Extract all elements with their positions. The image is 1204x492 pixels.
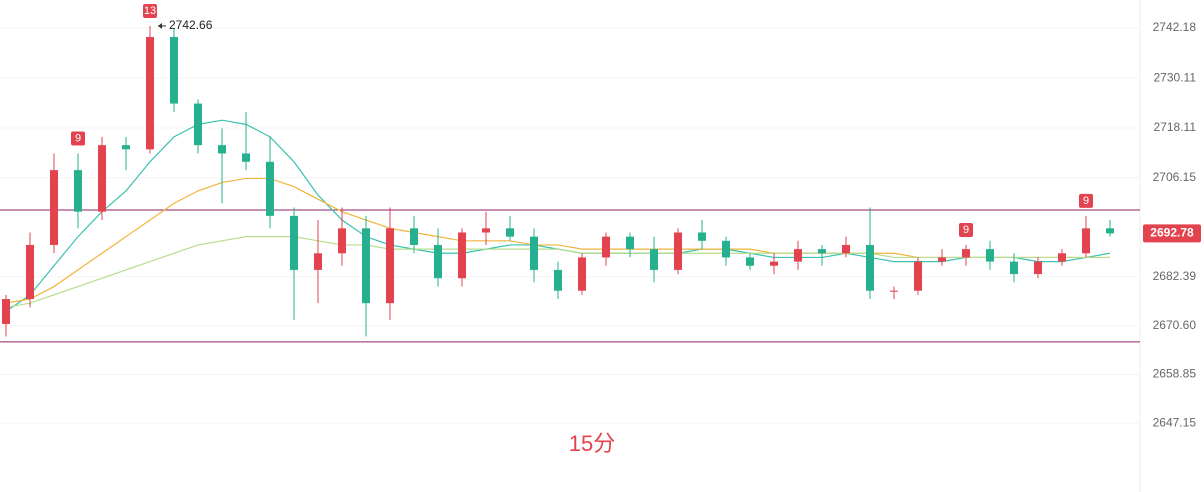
candle-body bbox=[2, 299, 10, 324]
candle-body bbox=[218, 145, 226, 154]
candle-body bbox=[602, 236, 610, 258]
candle-body bbox=[50, 170, 58, 245]
price-tag-label: 2692.78 bbox=[1150, 226, 1194, 240]
candle-body bbox=[770, 261, 778, 266]
candle-body bbox=[962, 249, 970, 258]
candle-body bbox=[938, 257, 946, 262]
candle-body bbox=[290, 215, 298, 270]
candle-body bbox=[1034, 261, 1042, 275]
candle-body bbox=[386, 228, 394, 304]
y-tick-label: 2682.39 bbox=[1153, 269, 1197, 283]
signal-label: 9 bbox=[75, 132, 81, 144]
candle-body bbox=[242, 153, 250, 162]
candle-body bbox=[722, 240, 730, 258]
candle-body bbox=[1106, 228, 1114, 234]
y-tick-label: 2670.60 bbox=[1153, 318, 1197, 332]
candle-body bbox=[362, 228, 370, 304]
candle-body bbox=[122, 145, 130, 150]
candle-body bbox=[794, 249, 802, 262]
candle-body bbox=[266, 161, 274, 216]
signal-label: 9 bbox=[1083, 195, 1089, 207]
candle-body bbox=[1010, 261, 1018, 275]
y-tick-label: 2706.15 bbox=[1153, 170, 1197, 184]
signal-marker bbox=[143, 3, 157, 18]
candle-body bbox=[674, 232, 682, 270]
candle-body bbox=[986, 249, 994, 262]
candle-body bbox=[1058, 253, 1066, 262]
candle-body bbox=[530, 236, 538, 270]
candle-body bbox=[818, 249, 826, 254]
candle-body bbox=[698, 232, 706, 241]
candle-body bbox=[506, 228, 514, 237]
price-tag bbox=[1143, 224, 1201, 243]
candle-body bbox=[554, 269, 562, 291]
candle-body bbox=[74, 170, 82, 212]
signal-marker bbox=[71, 131, 85, 146]
candle-body bbox=[314, 253, 322, 270]
signal-marker bbox=[959, 222, 973, 237]
candle-body bbox=[482, 228, 490, 233]
candle-body bbox=[434, 244, 442, 279]
high-label: 2742.66 bbox=[169, 18, 213, 32]
candle-body bbox=[578, 257, 586, 291]
y-tick-label: 2718.11 bbox=[1154, 120, 1197, 134]
candle-body bbox=[1082, 228, 1090, 254]
candle-body bbox=[146, 37, 154, 150]
candle-body bbox=[890, 290, 898, 292]
candle-body bbox=[746, 257, 754, 266]
candle-body bbox=[842, 244, 850, 254]
y-tick-label: 2730.11 bbox=[1154, 70, 1197, 84]
signal-label: 13 bbox=[144, 5, 156, 17]
candle-body bbox=[98, 145, 106, 212]
candle-body bbox=[914, 261, 922, 291]
candle-body bbox=[866, 244, 874, 291]
signal-label: 9 bbox=[963, 224, 969, 236]
candle-body bbox=[170, 37, 178, 104]
candle-body bbox=[626, 236, 634, 250]
candle-body bbox=[410, 228, 418, 245]
y-tick-label: 2742.18 bbox=[1153, 20, 1197, 34]
candle-body bbox=[650, 249, 658, 270]
candle-body bbox=[458, 232, 466, 279]
y-tick-label: 2647.15 bbox=[1153, 415, 1197, 429]
y-tick-label: 2658.85 bbox=[1153, 367, 1197, 381]
candle-body bbox=[26, 244, 34, 300]
candle-body bbox=[338, 228, 346, 254]
signal-marker bbox=[1079, 193, 1093, 208]
chart-subtitle: 15分 bbox=[569, 431, 615, 456]
candle-body bbox=[194, 103, 202, 146]
high-arrow-head bbox=[158, 22, 162, 29]
ma-line bbox=[5, 236, 1110, 308]
